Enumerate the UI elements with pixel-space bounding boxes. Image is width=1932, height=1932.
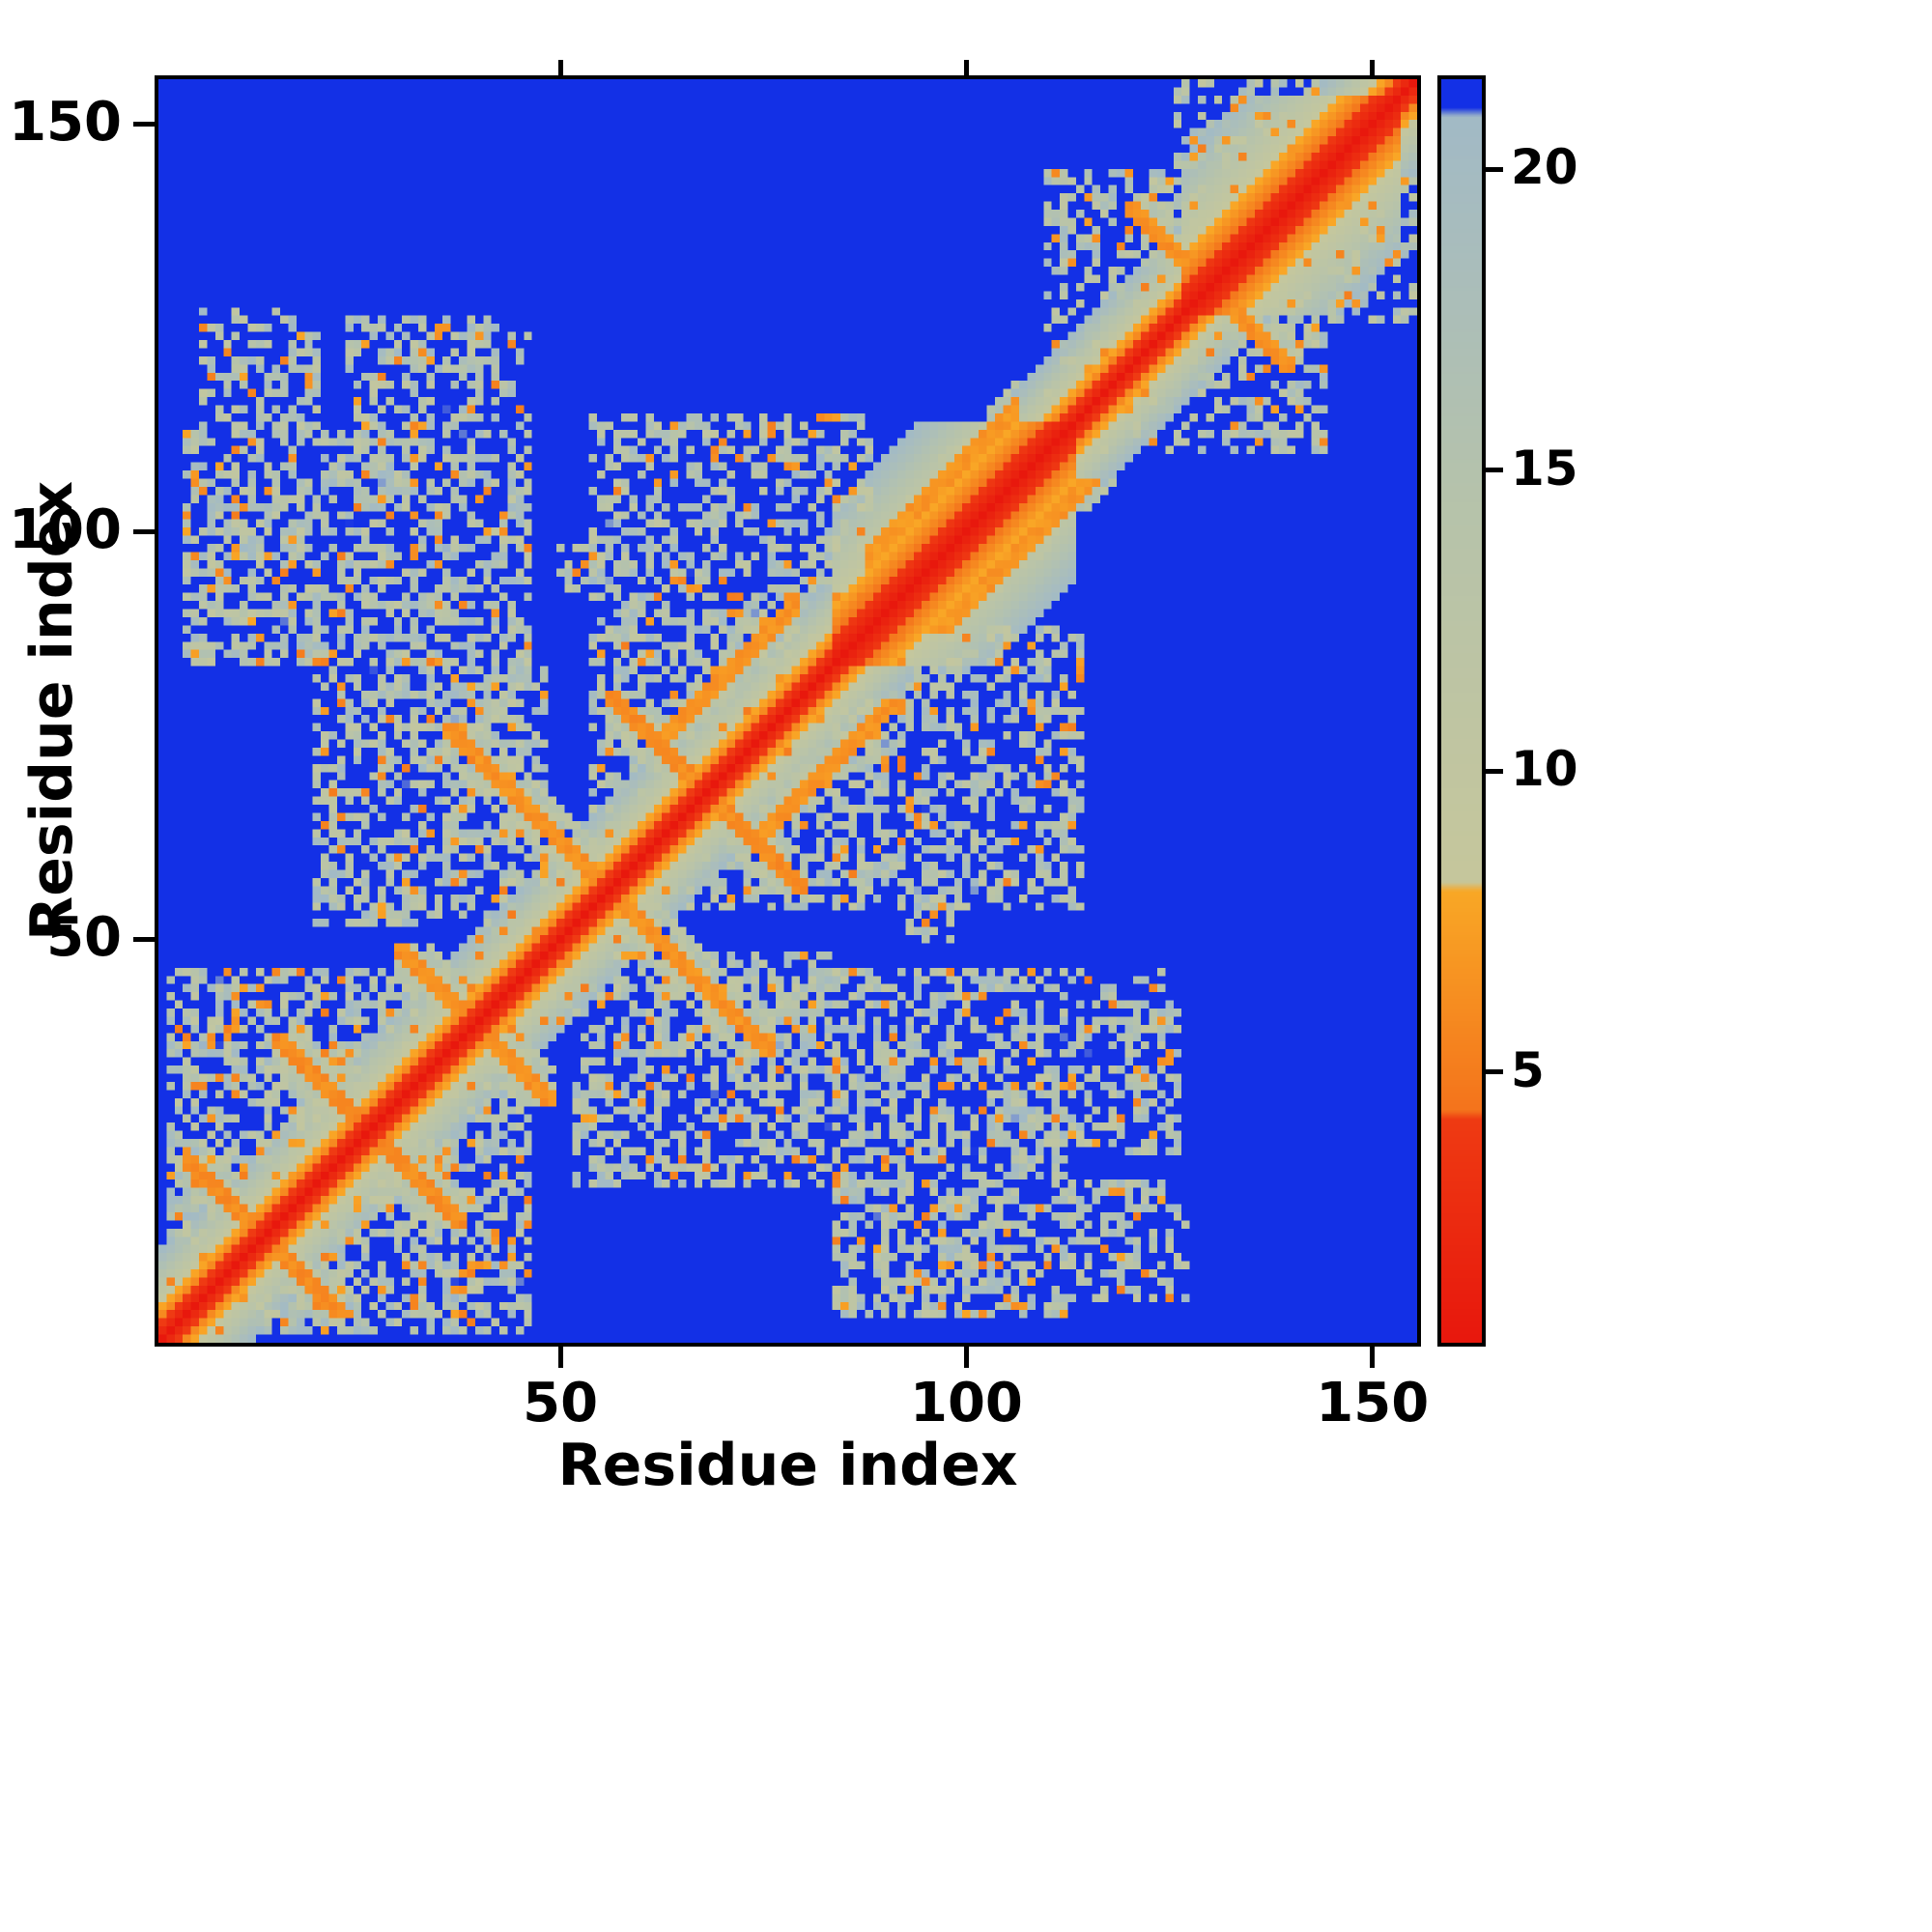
colorbar — [1437, 75, 1486, 1347]
y-tick-label: 150 — [9, 91, 122, 155]
colorbar-tick — [1486, 768, 1503, 774]
colorbar-tick-label: 20 — [1511, 139, 1578, 196]
y-tick — [133, 936, 155, 942]
x-tick — [557, 1347, 563, 1368]
x-tick — [963, 1347, 969, 1368]
colorbar-tick — [1486, 468, 1503, 473]
colorbar-gradient — [1441, 79, 1482, 1343]
colorbar-tick-label: 5 — [1511, 1041, 1545, 1098]
colorbar-tick — [1486, 166, 1503, 172]
y-tick-label: 50 — [46, 906, 122, 970]
x-tick-top — [1370, 60, 1376, 75]
x-tick-label: 50 — [523, 1372, 599, 1435]
x-tick-label: 100 — [909, 1372, 1023, 1435]
y-axis-title: Residue index — [18, 480, 86, 942]
x-tick-top — [557, 60, 563, 75]
y-tick-label: 100 — [9, 498, 122, 562]
colorbar-tick — [1486, 1069, 1503, 1075]
y-tick — [133, 528, 155, 534]
heatmap-plot — [155, 75, 1421, 1347]
x-tick — [1370, 1347, 1376, 1368]
heatmap-canvas — [158, 79, 1417, 1343]
x-tick-label: 150 — [1316, 1372, 1430, 1435]
x-tick-top — [963, 60, 969, 75]
colorbar-tick-label: 15 — [1511, 440, 1578, 497]
colorbar-tick-label: 10 — [1511, 741, 1578, 798]
y-tick — [133, 121, 155, 127]
x-axis-title: Residue index — [557, 1432, 1018, 1499]
